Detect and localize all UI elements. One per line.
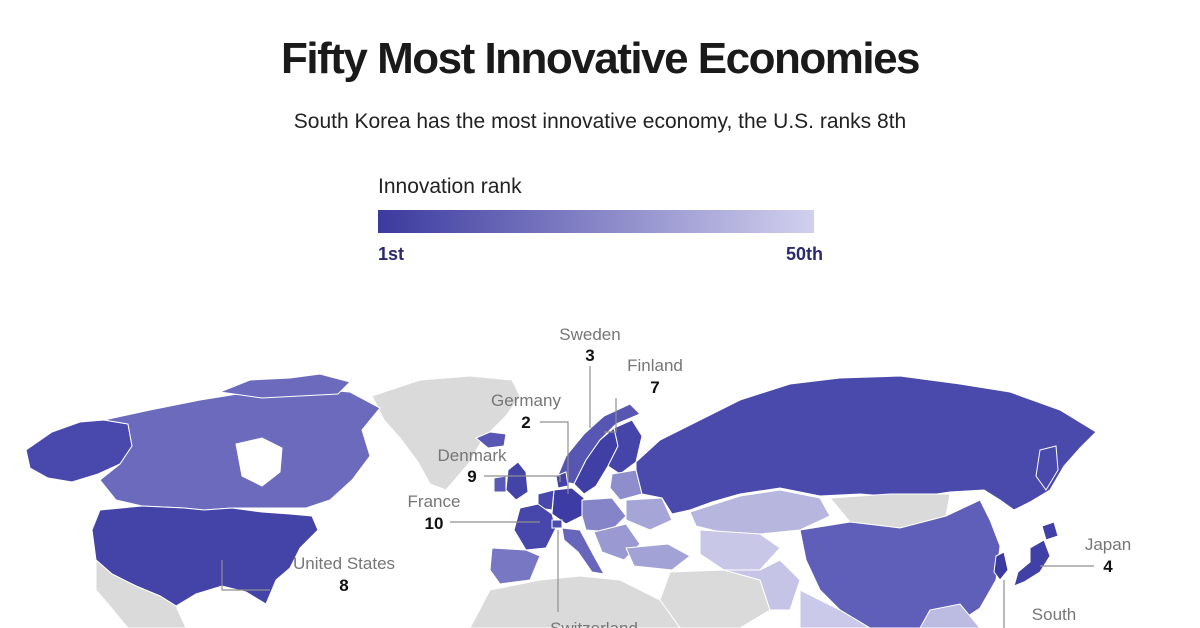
label-france-rank: 10 bbox=[425, 514, 444, 533]
legend-max-label: 50th bbox=[786, 244, 824, 264]
label-finland-name: Finland bbox=[627, 356, 683, 375]
legend-gradient-bar bbox=[378, 210, 814, 233]
hudson-bay bbox=[235, 437, 283, 487]
country-labels: Sweden 3 Finland 7 Germany 2 Denmark 9 F… bbox=[293, 325, 1131, 628]
finland bbox=[607, 419, 643, 475]
ukraine bbox=[625, 497, 673, 531]
label-united-states-name: United States bbox=[293, 554, 395, 573]
legend-min-label: 1st bbox=[378, 244, 405, 264]
france bbox=[513, 503, 557, 551]
label-finland-rank: 7 bbox=[650, 378, 659, 397]
leader-lines bbox=[221, 366, 1094, 628]
hokkaido bbox=[1041, 521, 1059, 541]
china bbox=[799, 499, 1001, 628]
kamchatka bbox=[1035, 445, 1059, 491]
united-kingdom bbox=[505, 461, 529, 501]
label-japan-name: Japan bbox=[1085, 535, 1131, 554]
label-united-states-rank: 8 bbox=[339, 576, 348, 595]
iceland bbox=[475, 431, 507, 449]
north-africa bbox=[469, 575, 681, 628]
southeast-asia bbox=[919, 603, 981, 628]
legend-title: Innovation rank bbox=[378, 175, 522, 198]
central-asia bbox=[699, 529, 781, 571]
label-japan-rank: 4 bbox=[1103, 557, 1113, 576]
label-switzerland-name: Switzerland bbox=[550, 619, 638, 628]
russia bbox=[635, 375, 1097, 515]
benelux bbox=[537, 489, 555, 511]
label-germany-name: Germany bbox=[491, 391, 561, 410]
ireland bbox=[493, 475, 507, 493]
south-korea bbox=[993, 551, 1009, 581]
mexico bbox=[95, 558, 187, 628]
switzerland bbox=[551, 519, 563, 529]
chart-title: Fifty Most Innovative Economies bbox=[280, 34, 921, 83]
italy bbox=[561, 527, 605, 575]
label-denmark-name: Denmark bbox=[438, 446, 507, 465]
turkey bbox=[625, 543, 691, 571]
label-sweden-name: Sweden bbox=[559, 325, 620, 344]
iran bbox=[723, 559, 801, 611]
label-france-name: France bbox=[408, 492, 461, 511]
label-germany-rank: 2 bbox=[521, 413, 530, 432]
label-sweden-rank: 3 bbox=[585, 346, 594, 365]
greenland bbox=[371, 375, 521, 491]
label-south-korea-name: South bbox=[1032, 605, 1076, 624]
label-denmark-rank: 9 bbox=[467, 467, 476, 486]
india bbox=[799, 589, 871, 628]
iberia bbox=[489, 547, 541, 585]
canadian-arctic-islands bbox=[218, 373, 351, 399]
kazakhstan bbox=[689, 489, 831, 535]
chart-subtitle: South Korea has the most innovative econ… bbox=[293, 110, 907, 133]
baltics bbox=[609, 469, 643, 501]
japan bbox=[1013, 539, 1051, 587]
